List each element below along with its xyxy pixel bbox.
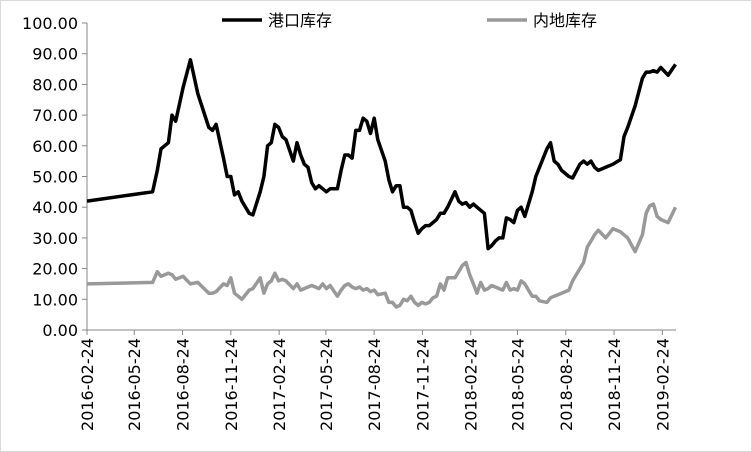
series-line bbox=[86, 58, 677, 251]
x-tick-label: 2016-08-24 bbox=[174, 338, 193, 431]
x-tick-label: 2016-11-24 bbox=[222, 338, 241, 431]
x-tick-label: 2016-05-24 bbox=[125, 338, 144, 431]
y-tick-label: 90.00 bbox=[32, 45, 78, 64]
y-tick-label: 80.00 bbox=[32, 75, 78, 94]
y-tick-label: 10.00 bbox=[32, 290, 78, 309]
y-tick-label: 40.00 bbox=[32, 198, 78, 217]
x-tick-label: 2017-02-24 bbox=[270, 338, 289, 431]
x-tick-label: 2018-08-24 bbox=[557, 338, 576, 431]
series-line bbox=[86, 202, 678, 309]
y-tick-label: 60.00 bbox=[32, 137, 78, 156]
y-tick-label: 20.00 bbox=[32, 260, 78, 279]
y-tick-label: 100.00 bbox=[22, 14, 78, 33]
y-tick-label: 0.00 bbox=[42, 321, 78, 340]
y-tick-label: 30.00 bbox=[32, 229, 78, 248]
y-tick-label: 70.00 bbox=[32, 106, 78, 125]
x-tick-label: 2016-02-24 bbox=[78, 338, 97, 431]
x-tick-label: 2018-02-24 bbox=[462, 338, 481, 431]
legend-label: 内地库存 bbox=[533, 11, 597, 30]
x-tick-label: 2017-11-24 bbox=[413, 338, 432, 431]
x-tick-label: 2018-05-24 bbox=[508, 338, 527, 431]
x-tick-label: 2018-11-24 bbox=[605, 338, 624, 431]
legend-label: 港口库存 bbox=[268, 11, 332, 30]
x-tick-label: 2017-05-24 bbox=[317, 338, 336, 431]
x-tick-label: 2019-02-24 bbox=[653, 338, 672, 431]
x-tick-label: 2017-08-24 bbox=[365, 338, 384, 431]
y-tick-label: 50.00 bbox=[32, 168, 78, 187]
